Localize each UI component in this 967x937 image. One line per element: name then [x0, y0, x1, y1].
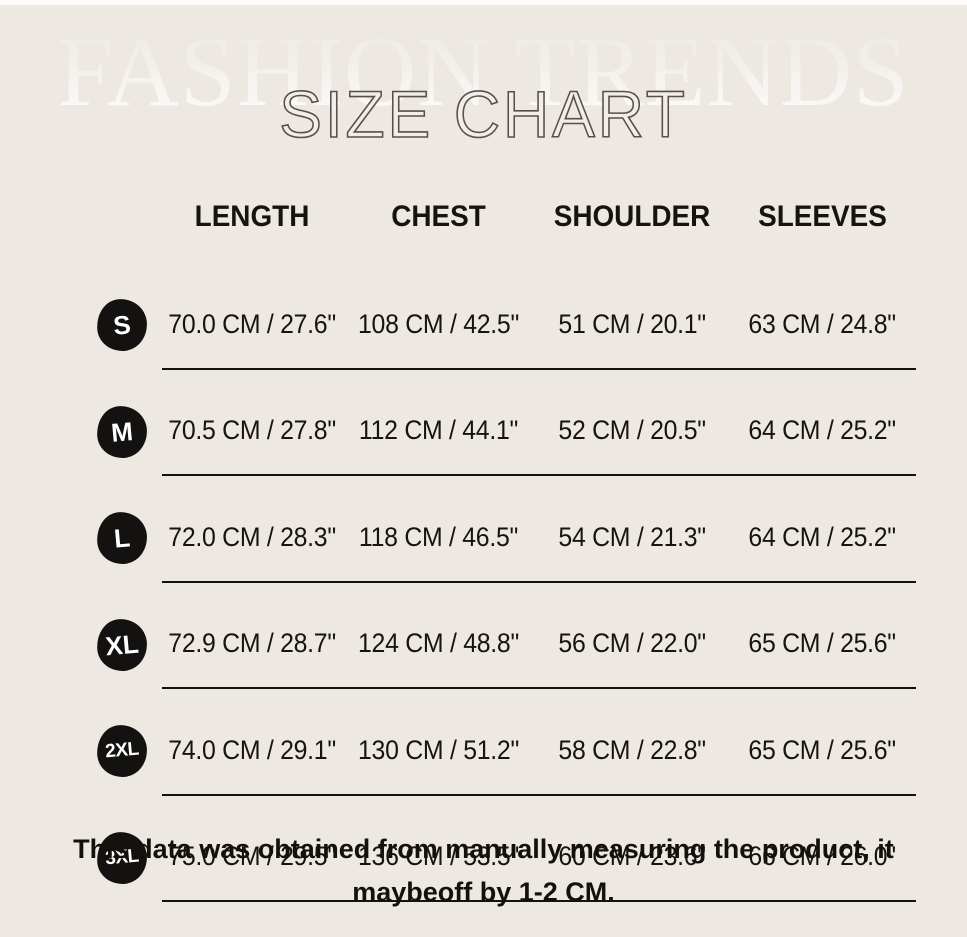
- measurement-cell-length: 74.0 CM / 29.1": [162, 707, 342, 796]
- column-header-sleeves: SLEEVES: [758, 200, 887, 233]
- measurement-cell-length: 70.0 CM / 27.6": [162, 281, 342, 370]
- measurement-cell-chest: 112 CM / 44.1": [342, 388, 535, 476]
- size-badge-cell: L: [0, 510, 162, 567]
- table-row-xl: XL 72.9 CM / 28.7" 124 CM / 48.8" 56 CM …: [0, 582, 916, 689]
- footer-disclaimer: This data was obtained from manually mea…: [0, 828, 967, 914]
- measurement-cell-shoulder: 51 CM / 20.1": [535, 281, 729, 370]
- table-row-3xl: 3XL 75.0 CM / 29.5" 136 CM / 53.5" 60 CM…: [0, 795, 916, 902]
- measurement-cell-chest: 118 CM / 46.5": [342, 494, 535, 583]
- measurement-cell-shoulder: 56 CM / 22.0": [535, 601, 729, 689]
- measurement-cell-length: 70.5 CM / 27.8": [162, 388, 342, 476]
- measurement-cell-length: 75.0 CM / 29.5": [162, 814, 342, 902]
- measurement-value: 65 CM / 25.6": [748, 734, 897, 765]
- measurement-cell-sleeves: 65 CM / 25.6": [729, 707, 916, 796]
- measurement-value: 54 CM / 21.3": [558, 521, 706, 552]
- measurement-cell-shoulder: 54 CM / 21.3": [535, 494, 729, 583]
- measurement-value: 56 CM / 22.0": [558, 628, 706, 659]
- measurement-cell-chest: 108 CM / 42.5": [342, 281, 535, 370]
- table-row-2xl: 2XL 74.0 CM / 29.1" 130 CM / 51.2" 58 CM…: [0, 688, 916, 796]
- column-header-chest: CHEST: [391, 200, 486, 233]
- measurement-value: 70.0 CM / 27.6": [168, 308, 336, 339]
- measurement-value: 72.0 CM / 28.3": [168, 521, 336, 552]
- measurement-cell-length: 72.9 CM / 28.7": [162, 601, 342, 689]
- size-badge-cell: M: [0, 403, 162, 460]
- measurement-cell-length: 72.0 CM / 28.3": [162, 494, 342, 583]
- size-badge-cell: 2XL: [0, 723, 162, 780]
- measurement-cell-sleeves: 64 CM / 25.2": [729, 388, 916, 476]
- measurement-value: 72.9 CM / 28.7": [168, 628, 336, 659]
- table-header-row: LENGTH CHEST SHOULDER SLEEVES: [0, 192, 916, 242]
- measurement-cell-chest: 124 CM / 48.8": [342, 601, 535, 689]
- measurement-cell-sleeves: 66 CM / 26.0": [729, 814, 916, 902]
- measurement-cell-chest: 130 CM / 51.2": [342, 707, 535, 796]
- measurement-value: 64 CM / 25.2": [748, 521, 897, 552]
- measurement-cell-sleeves: 65 CM / 25.6": [729, 601, 916, 689]
- measurement-cell-sleeves: 64 CM / 25.2": [729, 494, 916, 583]
- footer-disclaimer-line1: This data was obtained from manually mea…: [73, 834, 894, 864]
- measurement-cell-chest: 136 CM / 53.5": [342, 814, 535, 902]
- size-badge-cell: XL: [0, 616, 162, 673]
- measurement-value: 130 CM / 51.2": [357, 734, 519, 765]
- table-row-l: L 72.0 CM / 28.3" 118 CM / 46.5" 54 CM /…: [0, 475, 916, 583]
- measurement-value: 52 CM / 20.5": [558, 415, 706, 446]
- footer-disclaimer-line2: maybeoff by 1-2 CM.: [352, 877, 615, 907]
- top-border-strip: [0, 0, 967, 5]
- page-title: SIZE CHART: [278, 76, 688, 152]
- column-header-length: LENGTH: [194, 200, 310, 233]
- measurement-value: 74.0 CM / 29.1": [168, 734, 336, 765]
- measurement-value: 65 CM / 25.6": [748, 628, 897, 659]
- measurement-cell-shoulder: 60 CM / 23.6": [535, 814, 729, 902]
- measurement-value: 70.5 CM / 27.8": [168, 415, 336, 446]
- measurement-value: 51 CM / 20.1": [558, 308, 706, 339]
- measurement-value: 64 CM / 25.2": [748, 415, 897, 446]
- measurement-value: 124 CM / 48.8": [357, 628, 519, 659]
- measurement-value: 75.0 CM / 29.5": [168, 841, 336, 872]
- column-header-shoulder: SHOULDER: [553, 200, 711, 233]
- measurement-value: 58 CM / 22.8": [558, 734, 706, 765]
- measurement-value: 66 CM / 26.0": [748, 841, 897, 872]
- size-badge-2xl: 2XL: [94, 723, 150, 780]
- size-badge-s: S: [94, 297, 150, 354]
- size-badge-m: M: [94, 403, 150, 460]
- table-row-s: S 70.0 CM / 27.6" 108 CM / 42.5" 51 CM /…: [0, 262, 916, 370]
- size-badge-xl: XL: [94, 616, 150, 673]
- measurement-cell-shoulder: 58 CM / 22.8": [535, 707, 729, 796]
- table-row-m: M 70.5 CM / 27.8" 112 CM / 44.1" 52 CM /…: [0, 369, 916, 476]
- measurement-value: 136 CM / 53.5": [357, 841, 519, 872]
- size-table-body: S 70.0 CM / 27.6" 108 CM / 42.5" 51 CM /…: [0, 262, 916, 902]
- size-badge-cell: S: [0, 297, 162, 354]
- measurement-value: 108 CM / 42.5": [357, 308, 519, 339]
- measurement-value: 63 CM / 24.8": [748, 308, 897, 339]
- size-badge-l: L: [94, 510, 150, 567]
- measurement-cell-shoulder: 52 CM / 20.5": [535, 388, 729, 476]
- measurement-value: 118 CM / 46.5": [358, 521, 519, 552]
- measurement-value: 60 CM / 23.6": [558, 841, 706, 872]
- measurement-cell-sleeves: 63 CM / 24.8": [729, 281, 916, 370]
- measurement-value: 112 CM / 44.1": [358, 415, 519, 446]
